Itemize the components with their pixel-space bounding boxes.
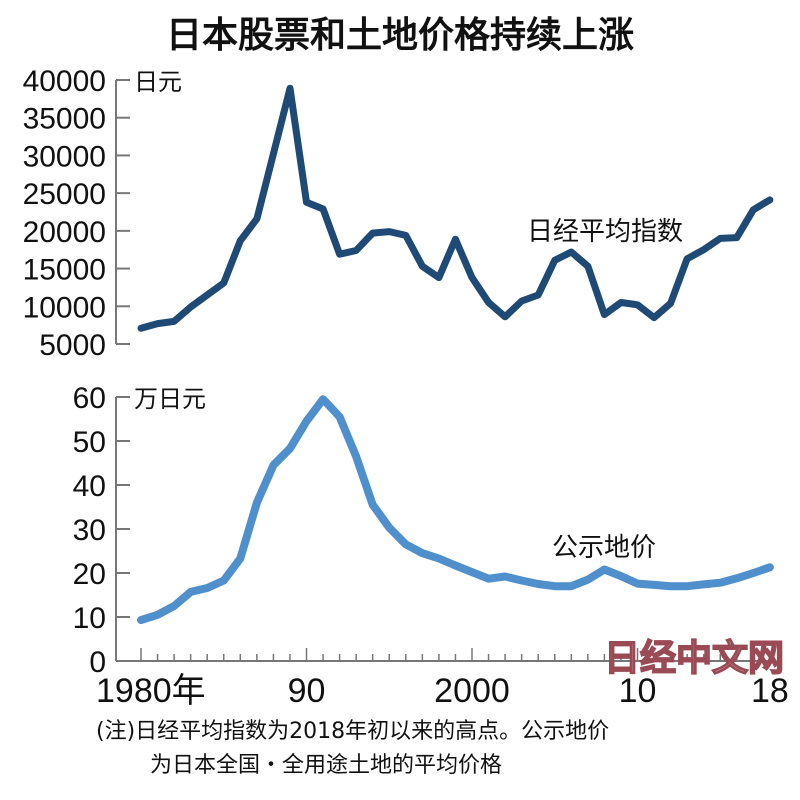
chart-title: 日本股票和土地价格持续上涨 — [165, 14, 634, 55]
y-tick-label: 10 — [73, 602, 106, 635]
footnote: (注)日经平均指数为2018年初以来的高点。公示地价 为日本全国・全用途土地的平… — [96, 715, 609, 783]
y-tick-label: 5000 — [39, 329, 106, 362]
x-tick-label: 1980年 — [96, 672, 206, 710]
nikkei-chart: 40000 35000 30000 25000 20000 15000 10000 5000 日… — [23, 65, 774, 362]
y-tick-label: 15000 — [23, 254, 106, 287]
series-line — [137, 395, 774, 625]
y-unit-label: 日元 — [134, 68, 182, 96]
y-tick-label: 50 — [73, 426, 106, 459]
series-line — [137, 84, 774, 332]
y-tick-label: 40000 — [23, 65, 106, 98]
footnote-line-1: (注)日经平均指数为2018年初以来的高点。公示地价 — [96, 719, 610, 744]
footnote-line-2: 为日本全国・全用途土地的平均价格 — [150, 753, 503, 778]
x-tick-label: 90 — [288, 672, 326, 710]
y-tick-label: 30 — [73, 514, 106, 547]
y-tick-label: 30000 — [23, 140, 106, 173]
watermark: 日经中文网 — [604, 638, 784, 679]
y-tick-label: 10000 — [23, 291, 106, 324]
y-unit-label: 万日元 — [134, 385, 206, 413]
x-axis: 1980年 90 2000 10 18 — [96, 648, 789, 710]
y-tick-label: 20 — [73, 558, 106, 591]
x-tick-label: 2000 — [434, 672, 510, 710]
y-tick-label: 0 — [89, 646, 106, 679]
series-label: 日经平均指数 — [527, 217, 683, 247]
y-tick-label: 20000 — [23, 216, 106, 249]
x-tick-label: 18 — [751, 672, 789, 710]
series-label: 公示地价 — [552, 533, 656, 563]
x-tick-label: 10 — [619, 672, 657, 710]
y-tick-label: 35000 — [23, 103, 106, 136]
y-tick-label: 40 — [73, 470, 106, 503]
y-tick-label: 60 — [73, 382, 106, 415]
y-tick-label: 25000 — [23, 178, 106, 211]
